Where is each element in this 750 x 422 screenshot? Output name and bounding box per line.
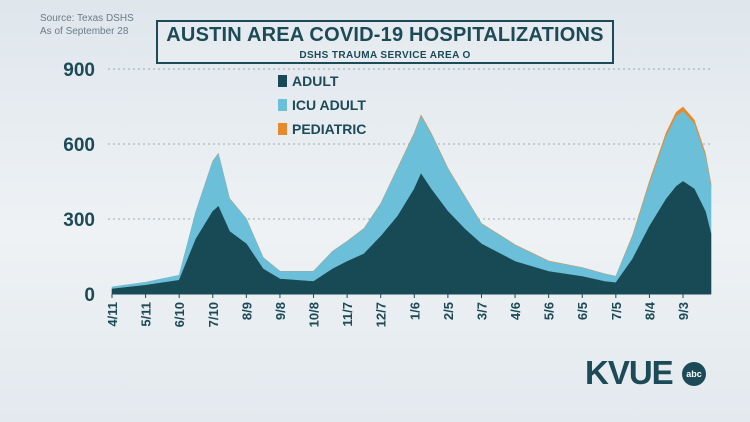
x-tick-label: 9/3 [676,302,691,320]
x-tick-label: 12/7 [374,302,389,327]
x-tick-label: 4/6 [508,302,523,320]
x-tick-label: 6/5 [575,302,590,320]
source-line: Source: Texas DSHS [40,13,134,24]
x-tick-label: 5/11 [139,302,154,327]
y-tick-label: 0 [84,285,95,306]
x-tick-label: 8/4 [642,301,657,320]
x-tick-label: 7/10 [206,302,221,327]
legend-swatch [278,123,287,135]
y-tick-label: 600 [63,135,95,156]
x-tick-label: 7/5 [609,302,624,320]
x-tick-label: 5/6 [542,302,557,320]
chart-title: AUSTIN AREA COVID-19 HOSPITALIZATIONS [166,24,604,46]
legend-swatch [278,99,287,111]
legend-label: PEDIATRIC [292,121,366,137]
x-tick-label: 11/7 [340,302,355,327]
legend-label: ICU ADULT [292,97,366,113]
y-tick-label: 300 [63,210,95,231]
x-tick-label: 3/7 [474,302,489,320]
x-tick-label: 8/9 [239,302,254,320]
chart-subtitle: DSHS TRAUMA SERVICE AREA O [299,50,471,61]
x-tick-label: 2/5 [441,302,456,320]
x-tick-label: 10/8 [307,302,322,327]
x-tick-label: 1/6 [407,302,422,320]
kvue-logo-text: KVUE [585,354,674,391]
kvue-logo: KVUE abc [585,354,706,391]
x-tick-label: 4/11 [105,302,120,327]
abc-badge: abc [682,362,706,386]
title-box: AUSTIN AREA COVID-19 HOSPITALIZATIONS DS… [156,20,614,64]
y-tick-label: 900 [63,60,95,81]
x-tick-label: 6/10 [172,302,187,327]
legend-label: ADULT [292,73,339,89]
source-note: Source: Texas DSHS As of September 28 [40,12,134,38]
x-tick-label: 9/8 [273,302,288,320]
as-of-line: As of September 28 [40,26,129,37]
legend-swatch [278,75,287,87]
